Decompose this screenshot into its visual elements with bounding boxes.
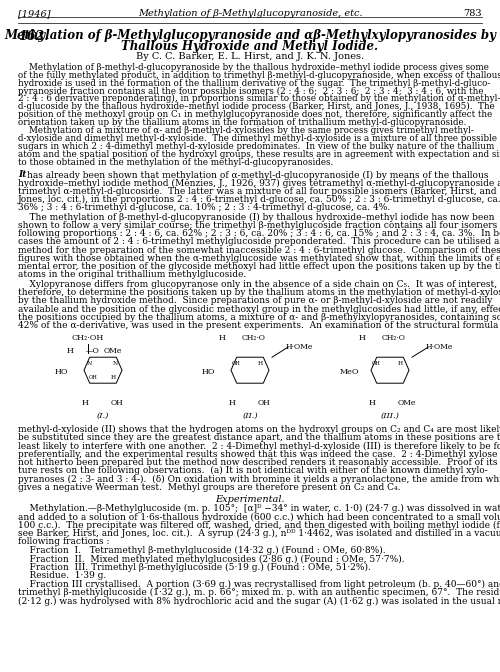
Text: MeO: MeO [340,368,359,376]
Text: pyranoses (2 : 3- and 3 : 4-).  (δ) On oxidation with bromine it yields a pyrano: pyranoses (2 : 3- and 3 : 4-). (δ) On ox… [18,474,500,484]
Text: Fraction  II.  Mixed methylated methylglucosides (2·86 g.) (Found : OMe, 57·7%).: Fraction II. Mixed methylated methylgluc… [18,554,404,564]
Text: Thallous Hydroxide and Methyl Iodide.: Thallous Hydroxide and Methyl Iodide. [122,40,378,53]
Text: H: H [228,399,235,407]
Text: H: H [258,361,262,366]
Text: d-xyloside and dimethyl methyl-d-xyloside.  The dimethyl methyl-d-xyloside is a : d-xyloside and dimethyl methyl-d-xylosid… [18,134,497,143]
Text: N: N [112,361,117,366]
Text: Experimental.: Experimental. [215,495,285,504]
Text: Jones, loc. cit.), in the proportions 2 : 4 : 6-trimethyl d-glucose, ca. 50% ; 2: Jones, loc. cit.), in the proportions 2 … [18,195,500,204]
Text: (II.): (II.) [242,412,258,420]
Text: by the thallium hydroxide method.  Since preparations of pure α- or β-methyl-d-x: by the thallium hydroxide method. Since … [18,296,492,305]
Text: the positions occupied by the thallium atoms, a mixture of α- and β-methylxylopy: the positions occupied by the thallium a… [18,312,500,322]
Text: following fractions :: following fractions : [18,537,110,546]
Text: pyranoside fraction contains all the four possible isomers (2 : 4 : 6;  2 : 3 : : pyranoside fraction contains all the fou… [18,87,483,95]
Text: atoms in the original trithallium methylglucoside.: atoms in the original trithallium methyl… [18,270,246,280]
Text: hydroxide–methyl iodide method (Menzies, J., 1926, 937) gives tetramethyl α-meth: hydroxide–methyl iodide method (Menzies,… [18,179,500,187]
Text: (2·12 g.) was hydrolysed with 8% hydrochloric acid and the sugar (A) (1·62 g.) w: (2·12 g.) was hydrolysed with 8% hydroch… [18,597,500,605]
Text: trimethyl β-methylglucoside (1·32 g.), m. p. 66°; mixed m. p. with an authentic : trimethyl β-methylglucoside (1·32 g.), m… [18,588,500,597]
Text: OH: OH [258,399,271,407]
Text: Methylation of a mixture of α- and β-methyl-d-xylosides by the same process give: Methylation of a mixture of α- and β-met… [18,126,474,135]
Text: cases the amount of 2 : 4 : 6-trimethyl methylglucoside preponderated.  This pro: cases the amount of 2 : 4 : 6-trimethyl … [18,237,500,247]
Text: and added to a solution of 1·6s-thallous hydroxide (600 c.c.) which had been con: and added to a solution of 1·6s-thallous… [18,513,500,521]
Text: H: H [82,399,88,407]
Text: not hitherto been prepared but the method now described renders it reasonably ac: not hitherto been prepared but the metho… [18,458,500,467]
Text: of the fully methylated product, in addition to trimethyl β-methyl-d-glucopyrano: of the fully methylated product, in addi… [18,71,500,80]
Text: gives a negative Weerman test.  Methyl groups are therefore present on C₂ and C₄: gives a negative Weerman test. Methyl gr… [18,482,400,492]
Text: Fraction  III. Trimethyl β-methylglucoside (5·19 g.) (Found : OMe, 51·2%).: Fraction III. Trimethyl β-methylglucosid… [18,562,371,572]
Text: CH₂·O: CH₂·O [382,334,406,342]
Text: OH: OH [111,399,124,407]
Text: sugars in which 2 : 4-dimethyl methyl-d-xyloside predominates.  In view of the b: sugars in which 2 : 4-dimethyl methyl-d-… [18,142,494,151]
Text: OH: OH [88,375,98,380]
Text: methyl-d-xyloside (II) shows that the hydrogen atoms on the hydroxyl groups on C: methyl-d-xyloside (II) shows that the hy… [18,425,500,434]
Text: therefore, to determine the positions taken up by the thallium atoms in the meth: therefore, to determine the positions ta… [18,288,500,297]
Text: Fraction III crystallised.  A portion (3·69 g.) was recrystallised from light pe: Fraction III crystallised. A portion (3·… [18,580,500,589]
Text: H: H [218,334,226,342]
Text: OH: OH [232,361,240,366]
Text: Xylopyranose differs from glucopyranose only in the absence of a side chain on C: Xylopyranose differs from glucopyranose … [18,280,497,289]
Text: H·OMe: H·OMe [286,343,314,351]
Text: H·OMe: H·OMe [426,343,454,351]
Text: H: H [398,361,402,366]
Text: d-glucoside by the thallous hydroxide–methyl iodide process (Barker, Hirst, and : d-glucoside by the thallous hydroxide–me… [18,102,495,111]
Text: preferentially, and the experimental results showed that this was indeed the cas: preferentially, and the experimental res… [18,450,500,459]
Text: method for the preparation of the somewhat inaccessible 2 : 4 : 6-trimethyl gluc: method for the preparation of the somewh… [18,246,500,255]
Text: CH₂·OH: CH₂·OH [72,334,104,342]
Text: H: H [66,347,73,355]
Text: OMe: OMe [398,399,416,407]
Text: Methylation of β-Methylglucopyranoside and αβ-Methylxylopyranosides by: Methylation of β-Methylglucopyranoside a… [4,29,496,42]
Text: H: H [368,399,376,407]
Text: has already been shown that methylation of α-methyl-d-glucopyranoside (I) by mea: has already been shown that methylation … [27,171,488,179]
Text: H: H [110,375,116,380]
Text: 36% ; 3 : 4 : 6-trimethyl d-glucose, ca. 10% ; 2 : 3 : 4-trimethyl d-glucose, ca: 36% ; 3 : 4 : 6-trimethyl d-glucose, ca.… [18,203,390,212]
Text: available and the position of the glycosidic methoxyl group in the methylglucosi: available and the position of the glycos… [18,304,500,314]
Text: —O: —O [86,347,100,355]
Text: 42% of the α-derivative, was used in the present experiments.  An examination of: 42% of the α-derivative, was used in the… [18,321,500,330]
Text: mental error, the position of the glycoside methoxyl had little effect upon the : mental error, the position of the glycos… [18,262,500,271]
Text: shown to follow a very similar course; the trimethyl β-methylglucoside fraction : shown to follow a very similar course; t… [18,221,500,230]
Text: trimethyl α-methyl-d-glucoside.  The latter was a mixture of all four possible i: trimethyl α-methyl-d-glucoside. The latt… [18,187,496,196]
Text: Fraction  I.   Tetramethyl β-methylglucoside (14·32 g.) (Found : OMe, 60·8%).: Fraction I. Tetramethyl β-methylglucosid… [18,546,386,556]
Text: By C. C. Barker, E. L. Hirst, and J. K. N. Jones.: By C. C. Barker, E. L. Hirst, and J. K. … [136,52,364,61]
Text: ture rests on the following observations.  (a) It is not identical with either o: ture rests on the following observations… [18,466,488,475]
Text: hydroxide is used in the formation of the thallium derivative of the sugar.  The: hydroxide is used in the formation of th… [18,79,490,87]
Text: to those obtained in the methylation of the methyl-d-glucopyranosides.: to those obtained in the methylation of … [18,158,333,167]
Text: OMe: OMe [104,347,122,355]
Text: Methylation.—β-Methylglucoside (m. p. 105°;  [α]ᴰ −34° in water, c. 1·0) (24·7 g: Methylation.—β-Methylglucoside (m. p. 10… [18,504,500,513]
Text: position of the methoxyl group on C₁ in methylglucopyranoside does not, therefor: position of the methoxyl group on C₁ in … [18,110,492,119]
Text: (I.): (I.) [97,412,109,420]
Text: Methylation of β-Methylglucopyranoside, etc.: Methylation of β-Methylglucopyranoside, … [138,9,362,18]
Text: least likely to interfere with one another.  2 : 4-Dimethyl methyl-d-xyloside (I: least likely to interfere with one anoth… [18,442,500,451]
Text: 162.: 162. [18,30,48,43]
Text: 100 c.c.).  The precipitate was filtered off, washed, dried, and then digested w: 100 c.c.). The precipitate was filtered … [18,521,500,530]
Text: be substituted since they are the greatest distance apart, and the thallium atom: be substituted since they are the greate… [18,433,500,442]
Text: H: H [358,334,366,342]
Text: atom and the spatial position of the hydroxyl groups, these results are in agree: atom and the spatial position of the hyd… [18,150,500,159]
Text: following proportions : 2 : 4 : 6, ca. 62% ; 2 : 3 : 6, ca. 20% ; 3 : 4 : 6, ca.: following proportions : 2 : 4 : 6, ca. 6… [18,229,500,239]
Text: The methylation of β-methyl-d-glucopyranoside (I) by thallous hydroxide–methyl i: The methylation of β-methyl-d-glucopyran… [18,213,494,222]
Text: CH₂·O: CH₂·O [242,334,266,342]
Text: see Barker, Hirst, and Jones, loc. cit.).  A syrup (24·3 g.), nᴰᴰ 1·4462, was is: see Barker, Hirst, and Jones, loc. cit.)… [18,529,500,538]
Text: Residue.  1·39 g.: Residue. 1·39 g. [18,571,106,580]
Text: N: N [86,361,92,366]
Text: [1946]: [1946] [18,9,50,18]
Text: HO: HO [55,368,68,376]
Text: It: It [18,171,30,179]
Text: (III.): (III.) [380,412,400,420]
Text: HO: HO [202,368,215,376]
Text: figures with those obtained when the α-methylglucoside was methylated show that,: figures with those obtained when the α-m… [18,254,500,263]
Text: orientation taken up by the thallium atoms in the formation of trithallium methy: orientation taken up by the thallium ato… [18,118,466,126]
Text: OH: OH [372,361,380,366]
Text: 783: 783 [464,9,482,18]
Text: 2 : 4 : 6 derivative preponderating), in proportions similar to those obtained b: 2 : 4 : 6 derivative preponderating), in… [18,94,500,103]
Text: Methylation of β-methyl-d-glucopyranoside by the thallous hydroxide–methyl iodid: Methylation of β-methyl-d-glucopyranosid… [18,63,489,72]
